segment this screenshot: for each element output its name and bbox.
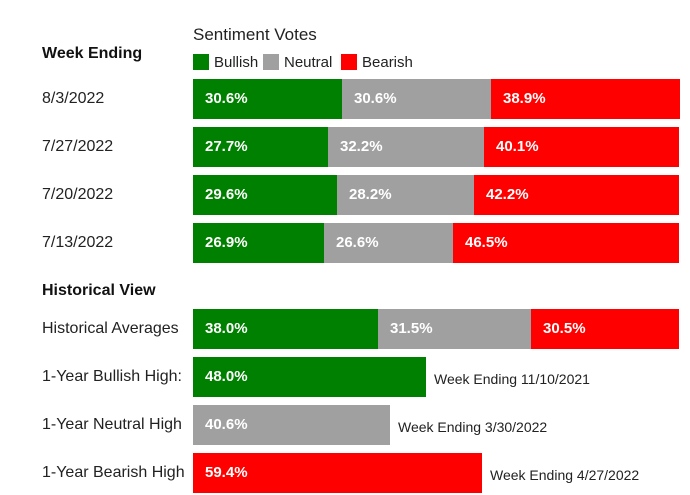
legend-item-neutral: Neutral	[263, 53, 332, 71]
data-label: 48.0%	[205, 368, 248, 385]
section-title-historical-view: Historical View	[42, 282, 156, 299]
bar-segment-neutral: 26.6%	[324, 223, 453, 263]
row-label: 8/3/2022	[42, 90, 105, 107]
data-label: 30.6%	[354, 90, 397, 107]
data-label: 42.2%	[486, 186, 529, 203]
data-label: 30.5%	[543, 320, 586, 337]
bar-segment-bearish: 38.9%	[491, 79, 680, 119]
row-label: 1-Year Neutral High	[42, 416, 182, 433]
bar-segment-neutral: 31.5%	[378, 309, 531, 349]
bar-segment-bullish: 48.0%	[193, 357, 426, 397]
record-week-note: Week Ending 4/27/2022	[490, 467, 640, 483]
row-label: 7/27/2022	[42, 138, 114, 155]
section-title-week-ending: Week Ending	[42, 45, 143, 62]
data-label: 30.6%	[205, 90, 248, 107]
bar-segment-bullish: 38.0%	[193, 309, 378, 349]
legend-title: Sentiment Votes	[193, 25, 317, 44]
legend-swatch-neutral	[263, 54, 279, 70]
row-label: 1-Year Bearish High	[42, 464, 185, 481]
data-label: 46.5%	[465, 234, 508, 251]
data-label: 40.1%	[496, 138, 539, 155]
bar-segment-bullish: 27.7%	[193, 127, 328, 167]
row-label: Historical Averages	[42, 320, 179, 337]
data-label: 26.6%	[336, 234, 379, 251]
data-label: 38.0%	[205, 320, 248, 337]
row-label: 7/20/2022	[42, 186, 114, 203]
legend-label-bearish: Bearish	[362, 53, 413, 71]
data-label: 31.5%	[390, 320, 433, 337]
record-week-note: Week Ending 11/10/2021	[434, 371, 590, 387]
bar-segment-bearish: 59.4%	[193, 453, 482, 493]
legend-item-bullish: Bullish	[193, 53, 258, 71]
data-label: 26.9%	[205, 234, 248, 251]
bar-segment-bullish: 26.9%	[193, 223, 324, 263]
bar-segment-bearish: 30.5%	[531, 309, 679, 349]
bar-segment-bearish: 40.1%	[484, 127, 679, 167]
data-label: 59.4%	[205, 464, 248, 481]
bar-segment-bearish: 46.5%	[453, 223, 679, 263]
bar-segment-neutral: 30.6%	[342, 79, 491, 119]
row-label: 1-Year Bullish High:	[42, 368, 182, 385]
bar-segment-neutral: 28.2%	[337, 175, 474, 215]
data-label: 28.2%	[349, 186, 392, 203]
bar-segment-bullish: 30.6%	[193, 79, 342, 119]
legend-label-bullish: Bullish	[214, 53, 259, 71]
legend-label-neutral: Neutral	[284, 53, 333, 71]
bar-segment-neutral: 40.6%	[193, 405, 390, 445]
legend-swatch-bearish	[341, 54, 357, 70]
row-label: 7/13/2022	[42, 234, 114, 251]
data-label: 38.9%	[503, 90, 546, 107]
data-label: 27.7%	[205, 138, 248, 155]
data-label: 40.6%	[205, 416, 248, 433]
data-label: 32.2%	[340, 138, 383, 155]
record-week-note: Week Ending 3/30/2022	[398, 419, 548, 435]
legend-item-bearish: Bearish	[341, 53, 413, 71]
bar-segment-bearish: 42.2%	[474, 175, 679, 215]
bar-segment-neutral: 32.2%	[328, 127, 484, 167]
legend-swatch-bullish	[193, 54, 209, 70]
bar-segment-bullish: 29.6%	[193, 175, 337, 215]
data-label: 29.6%	[205, 186, 248, 203]
